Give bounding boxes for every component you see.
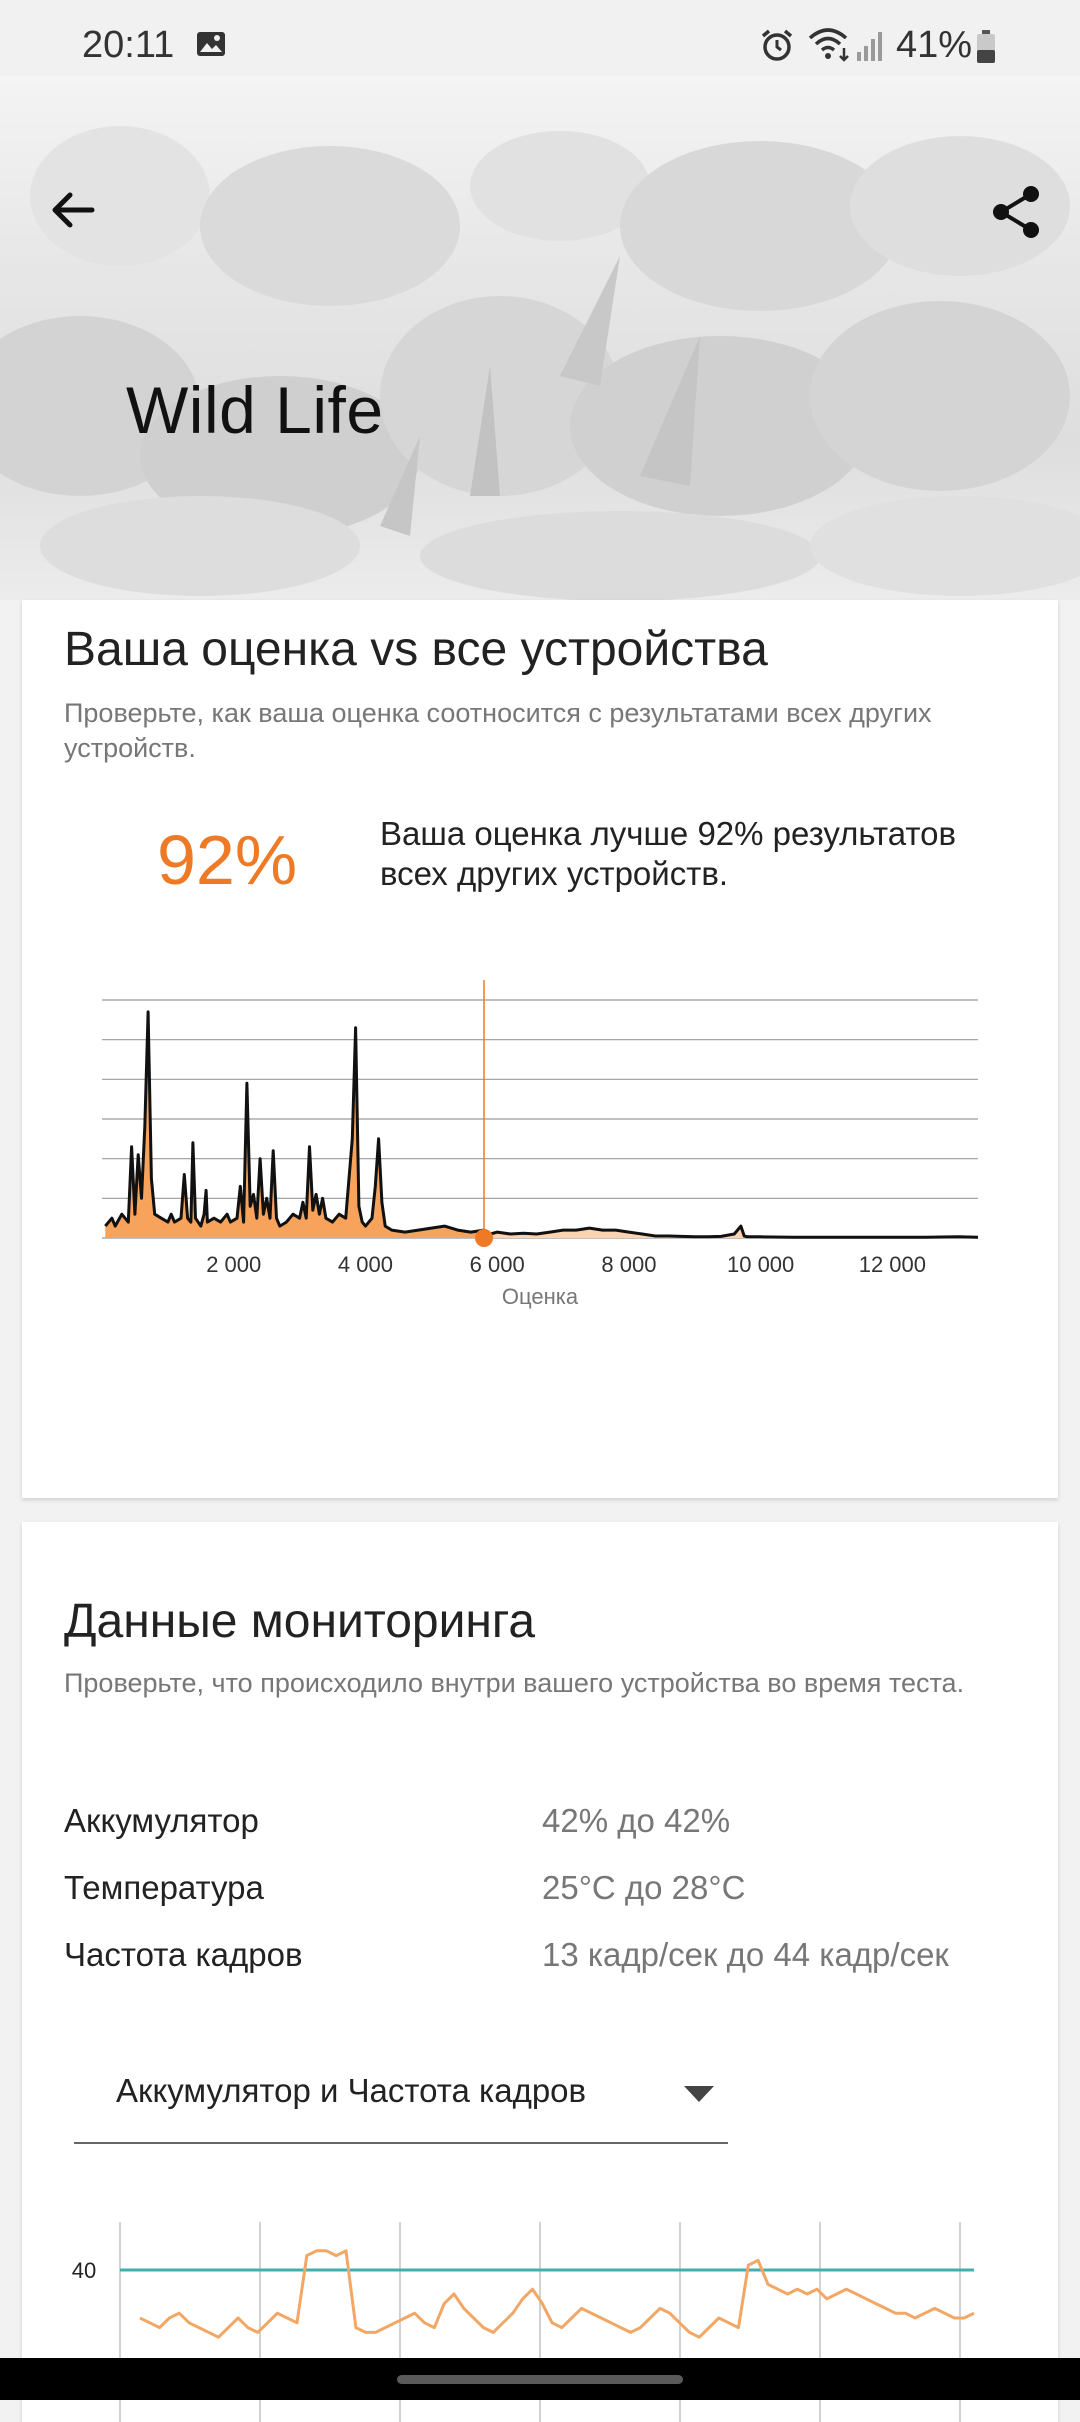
x-tick-label: 4 000 [338,1252,393,1277]
dropdown-arrow-icon [684,2086,714,2102]
dropdown-selected-label: Аккумулятор и Частота кадров [116,2072,587,2109]
monitoring-row-framerate: Частота кадров 13 кадр/сек до 44 кадр/се… [64,1936,1024,1980]
score-better-text: Ваша оценка лучше 92% результатов всех д… [380,815,957,892]
temperature-value: 25°C до 28°C [542,1869,746,1906]
score-card-title: Ваша оценка vs все устройства [64,623,768,676]
header-background-art [0,126,1080,600]
score-card-description: Проверьте, как ваша оценка соотносится с… [64,698,932,763]
battery-value: 42% до 42% [542,1802,731,1839]
page-title: Wild Life [126,373,384,447]
temperature-label: Температура [64,1869,264,1906]
alarm-icon [761,29,793,61]
wifi-icon [808,28,849,62]
system-navigation-bar [0,2358,1080,2400]
y-tick-label: 40 [72,2258,96,2283]
distribution-outline [104,1010,979,1239]
distribution-area-above-score [484,1226,978,1238]
framerate-line [139,2249,975,2339]
header-banner: Wild Life [0,76,1080,600]
framerate-label: Частота кадров [64,1936,303,1973]
battery-icon [977,30,995,63]
battery-label: Аккумулятор [64,1802,259,1839]
x-tick-label: 8 000 [601,1252,656,1277]
distribution-area-below-score [105,1011,485,1238]
status-time: 20:11 [82,24,175,66]
x-tick-label: 6 000 [470,1252,525,1277]
battery-percent: 41% [896,24,973,66]
monitoring-row-battery: Аккумулятор 42% до 42% [64,1802,1024,1846]
monitoring-card-title: Данные мониторинга [64,1595,536,1648]
back-arrow-icon[interactable] [48,184,100,236]
x-tick-label: 10 000 [727,1252,794,1277]
score-percent: 92% [157,821,298,899]
chart-metric-dropdown[interactable]: Аккумулятор и Частота кадров [74,2042,728,2144]
monitoring-card: Данные мониторинга Проверьте, что происх… [22,1522,1058,2422]
status-bar: 20:11 41% [0,0,1080,76]
signal-icon [857,32,882,61]
gallery-icon [197,32,225,56]
home-gesture-handle[interactable] [397,2375,683,2384]
monitoring-card-description: Проверьте, что происходило внутри вашего… [64,1668,965,1698]
framerate-value: 13 кадр/сек до 44 кадр/сек [542,1936,949,1973]
score-comparison-card: Ваша оценка vs все устройства Проверьте,… [22,600,1058,1498]
score-distribution-chart: 2 000 4 000 6 000 8 000 10 000 12 000 Оценка [102,980,979,1309]
x-tick-label: 2 000 [206,1252,261,1277]
share-icon[interactable] [990,184,1042,240]
x-tick-label: 12 000 [859,1252,926,1277]
monitoring-row-temperature: Температура 25°C до 28°C [64,1869,1024,1913]
your-score-marker-dot [475,1229,494,1247]
x-axis-label: Оценка [502,1284,579,1309]
